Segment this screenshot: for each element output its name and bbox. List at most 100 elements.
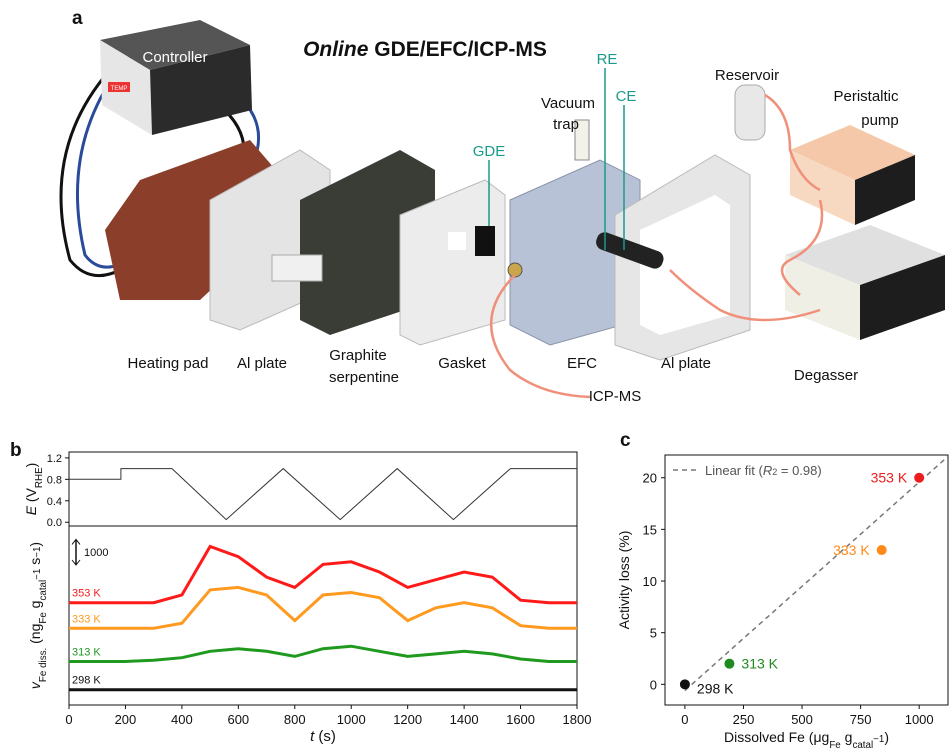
label: Graphite xyxy=(329,347,387,364)
x-tick-label: 200 xyxy=(115,712,137,727)
label-part: (ng xyxy=(27,624,43,648)
y-tick-label: 0 xyxy=(650,677,657,692)
series-line xyxy=(69,644,577,663)
y-tick-label: 0.8 xyxy=(47,474,62,486)
arrow-head xyxy=(71,538,81,566)
axis-label: t (s) xyxy=(310,728,336,745)
label-part: R xyxy=(763,463,772,478)
point-label: 353 K xyxy=(871,470,908,486)
x-tick-label: 1000 xyxy=(905,712,934,727)
plot-frame xyxy=(68,525,578,706)
label-part: Fe xyxy=(38,612,49,624)
series-line xyxy=(69,585,577,630)
label: EFC xyxy=(567,355,597,372)
series-line xyxy=(69,544,577,605)
x-tick-label: 500 xyxy=(791,712,813,727)
y-tick-label: 10 xyxy=(643,574,657,589)
label: ICP-MS xyxy=(589,388,642,405)
data-point xyxy=(876,545,887,556)
axis-label: vFe diss. (ngFe gcatal−1 s−1) xyxy=(27,542,49,689)
label-part: RHE xyxy=(34,467,45,488)
label-part: g xyxy=(27,601,43,613)
point-label: 313 K xyxy=(741,656,778,672)
label-part: = 0.98) xyxy=(777,463,821,478)
scale-bar-label: 1000 xyxy=(84,547,108,559)
fit-line xyxy=(684,456,948,692)
x-tick-label: 1400 xyxy=(450,712,479,727)
controller-button xyxy=(108,82,130,92)
y-tick-label: 1.2 xyxy=(47,453,62,465)
plot-frame xyxy=(664,454,949,706)
x-tick-label: 400 xyxy=(171,712,193,727)
y-tick-label: 5 xyxy=(650,626,657,641)
x-tick-label: 1600 xyxy=(506,712,535,727)
axis-label: Activity loss (%) xyxy=(616,531,632,630)
axis-label: E (VRHE) xyxy=(23,463,45,516)
label-part: (s) xyxy=(314,728,336,745)
label-part: 2 xyxy=(772,467,777,477)
series-label: 313 K xyxy=(72,647,101,659)
label: Controller xyxy=(142,49,207,66)
x-tick-label: 750 xyxy=(850,712,872,727)
data-point xyxy=(914,472,925,483)
series-label: 333 K xyxy=(72,613,101,625)
panel-letter: c xyxy=(620,430,631,451)
label: RE xyxy=(597,51,618,68)
point-label: 333 K xyxy=(833,542,870,558)
x-tick-label: 0 xyxy=(681,712,688,727)
y-tick-label: 15 xyxy=(643,522,657,537)
label: CE xyxy=(616,88,637,105)
series-line xyxy=(69,467,577,521)
title-text: GDE/EFC/ICP-MS xyxy=(374,38,547,61)
label: Heating pad xyxy=(128,355,209,372)
axis-label: Dissolved Fe (μgFe gcatal−1) xyxy=(724,729,889,751)
label-part: Fe xyxy=(829,740,841,751)
title-italic: Online xyxy=(303,38,369,61)
label: serpentine xyxy=(329,369,399,386)
series-label: 298 K xyxy=(72,675,101,687)
setup-title: Online GDE/EFC/ICP-MS xyxy=(303,38,547,61)
label-part: ) xyxy=(23,463,39,468)
axis-label: Linear fit (R2 = 0.98) xyxy=(705,463,822,478)
label: Degasser xyxy=(794,367,858,384)
panel-letter: b xyxy=(10,440,22,461)
y-tick-label: 0.0 xyxy=(47,517,62,529)
label-part: catal xyxy=(38,580,49,601)
label-part: Activity loss (%) xyxy=(616,531,632,630)
setup-drawing xyxy=(59,20,945,399)
data-point xyxy=(679,679,690,690)
label-part: v xyxy=(27,681,43,689)
label-part: ) xyxy=(884,729,889,745)
x-tick-label: 800 xyxy=(284,712,306,727)
label-part: g xyxy=(841,729,853,745)
y-tick-label: 20 xyxy=(643,471,657,486)
x-tick-label: 1800 xyxy=(563,712,592,727)
label: GDE xyxy=(473,143,506,160)
label-part: Fe diss. xyxy=(38,648,49,682)
x-tick-label: 0 xyxy=(65,712,72,727)
label-part: (V xyxy=(23,487,39,506)
label-part: ) xyxy=(27,542,43,547)
label: TEMP xyxy=(111,86,128,92)
label-part: E xyxy=(23,505,39,515)
x-tick-label: 250 xyxy=(733,712,755,727)
x-tick-label: 1000 xyxy=(337,712,366,727)
label-part: −1 xyxy=(32,569,43,580)
x-tick-label: 600 xyxy=(227,712,249,727)
x-tick-label: 1200 xyxy=(393,712,422,727)
panel-letter: a xyxy=(72,8,83,29)
label: pump xyxy=(861,112,899,129)
label: Vacuum xyxy=(541,95,595,112)
label: Reservoir xyxy=(715,67,779,84)
label: trap xyxy=(553,116,579,133)
label-part: t xyxy=(310,728,315,745)
label-part: s xyxy=(27,558,43,569)
plot-frame xyxy=(68,451,578,527)
label-part: catal xyxy=(852,740,873,751)
series-label: 353 K xyxy=(72,588,101,600)
label: Gasket xyxy=(438,355,486,372)
label-part: −1 xyxy=(32,547,43,558)
label-part: −1 xyxy=(873,734,884,745)
label-part: Linear fit ( xyxy=(705,463,763,478)
